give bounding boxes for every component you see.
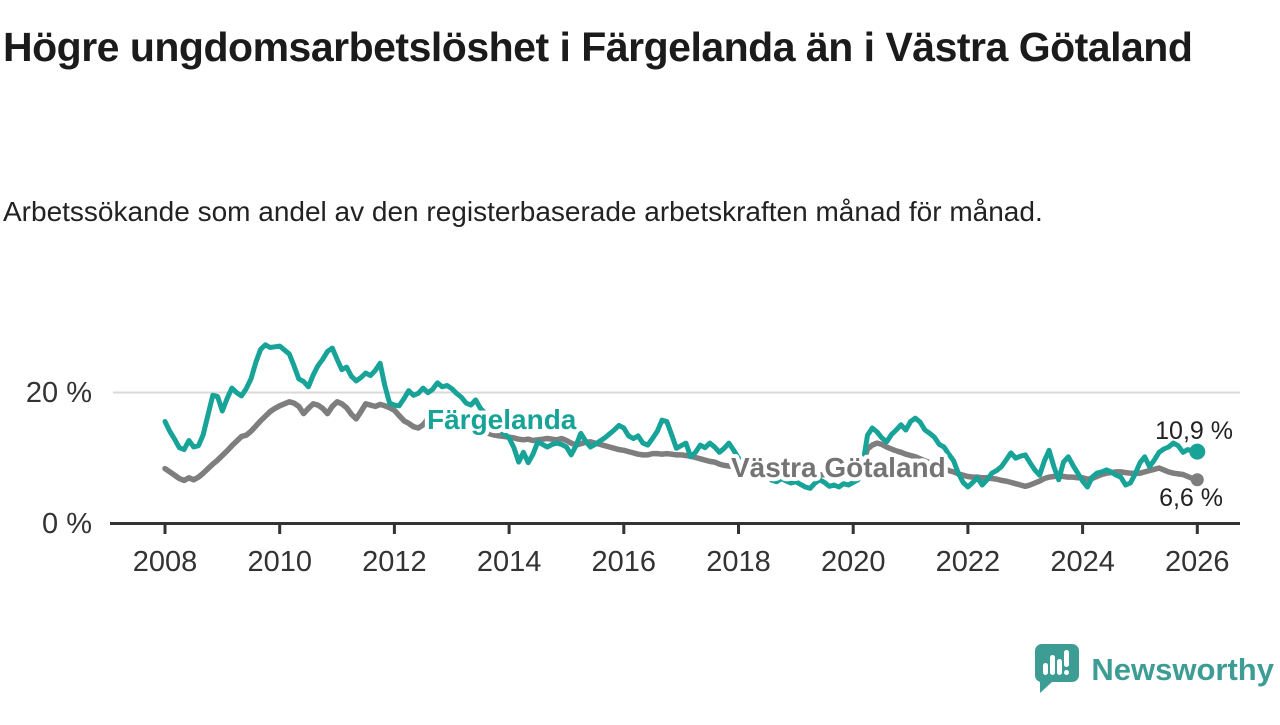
mini-bar-chart-glyph [1043, 650, 1070, 675]
x-tick-label-2012: 2012 [362, 546, 427, 578]
series-label-v-stra-g-taland: Västra Götaland [731, 452, 946, 483]
brand-footer: Newsworthy [1033, 642, 1274, 698]
x-tick-label-2026: 2026 [1165, 546, 1230, 578]
newsworthy-wordmark: Newsworthy [1091, 652, 1274, 687]
x-tick-label-2016: 2016 [592, 546, 657, 578]
x-tick-label-2022: 2022 [936, 546, 1001, 578]
end-value-label-f-rgelanda: 10,9 % [1155, 417, 1233, 445]
y-axis-label-20: 20 % [26, 377, 92, 409]
series-end-dot-v-stra-g-taland [1190, 473, 1204, 487]
series-end-dot-f-rgelanda [1189, 443, 1206, 460]
x-tick-label-2020: 2020 [821, 546, 886, 578]
series-line-v-stra-g-taland [162, 399, 1201, 490]
x-tick-label-2010: 2010 [247, 546, 312, 578]
y-axis-label-0: 0 % [42, 508, 92, 540]
chart-subtitle: Arbetssökande som andel av den registerb… [3, 196, 1043, 227]
series-line-f-rgelanda [162, 342, 1200, 491]
x-tick-label-2008: 2008 [133, 546, 198, 578]
x-tick-label-2018: 2018 [706, 546, 771, 578]
end-value-label-v-stra-g-taland: 6,6 % [1159, 484, 1223, 512]
x-tick-label-2024: 2024 [1050, 546, 1115, 578]
newsworthy-logo-icon [1035, 644, 1080, 693]
page-title: Högre ungdomsarbetslöshet i Färgelanda ä… [3, 24, 1193, 70]
x-tick-label-2014: 2014 [477, 546, 542, 578]
series-label-f-rgelanda: Färgelanda [427, 404, 577, 435]
